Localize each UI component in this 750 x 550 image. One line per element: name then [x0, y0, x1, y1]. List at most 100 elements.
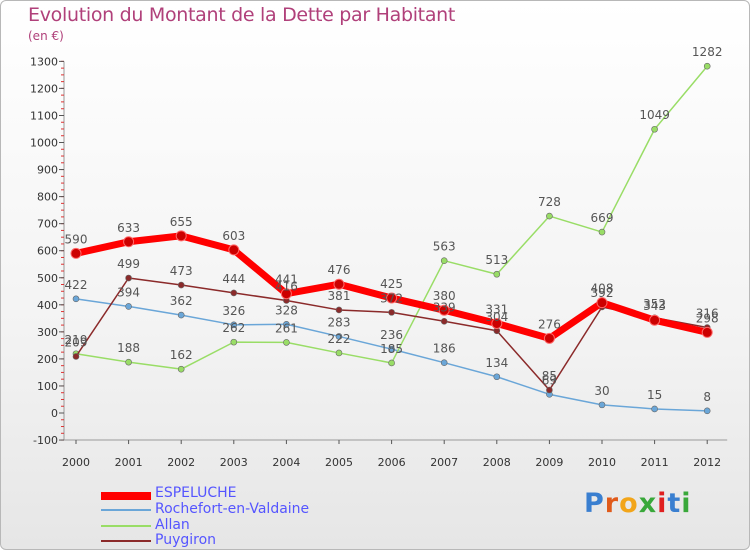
data-point — [175, 230, 187, 242]
data-label: 262 — [222, 321, 245, 335]
data-point — [543, 332, 555, 344]
logo-letter: x — [638, 488, 658, 519]
data-point — [177, 365, 185, 373]
data-label: 236 — [380, 328, 403, 342]
legend-swatch-rochefort — [101, 509, 151, 511]
data-point — [283, 339, 290, 346]
data-label: 1049 — [639, 108, 670, 122]
y-tick-label: 500 — [37, 272, 58, 285]
data-point — [230, 289, 238, 297]
data-label: 186 — [433, 342, 456, 356]
data-label: 590 — [65, 232, 88, 246]
y-tick-label: 0 — [51, 407, 58, 420]
y-tick-label: 1100 — [30, 109, 58, 122]
data-label: 392 — [591, 286, 614, 300]
data-label: 394 — [117, 285, 140, 299]
data-label: 298 — [696, 311, 719, 325]
data-label: 343 — [643, 299, 666, 313]
logo-letter: t — [667, 488, 682, 519]
data-point — [335, 349, 343, 357]
data-point — [230, 338, 238, 346]
logo-letter: i — [657, 488, 668, 519]
x-tick-label: 2011 — [641, 456, 669, 469]
data-label: 30 — [594, 384, 609, 398]
legend-label-espeluche: ESPELUCHE — [155, 485, 237, 501]
data-label: 15 — [647, 388, 662, 402]
y-tick-label: 1200 — [30, 82, 58, 95]
data-label: 69 — [542, 373, 557, 387]
logo-letter: i — [681, 488, 692, 519]
legend-swatch-espeluche — [101, 492, 151, 500]
data-label: 380 — [433, 289, 456, 303]
data-label: 162 — [170, 348, 193, 362]
data-label: 728 — [538, 195, 561, 209]
data-label: 425 — [380, 277, 403, 291]
y-tick-label: 900 — [37, 164, 58, 177]
data-label: 444 — [222, 272, 245, 286]
data-point — [493, 270, 501, 278]
x-tick-label: 2000 — [62, 456, 90, 469]
data-label: 476 — [328, 263, 351, 277]
data-label: 633 — [117, 221, 140, 235]
data-point — [493, 373, 501, 381]
logo-letter: o — [619, 488, 639, 519]
legend-swatch-puygiron — [101, 540, 151, 542]
data-point — [283, 320, 290, 328]
data-point — [125, 303, 132, 310]
x-tick-label: 2002 — [167, 456, 195, 469]
data-label: 276 — [538, 317, 561, 331]
data-point — [386, 292, 398, 304]
data-label: 222 — [328, 332, 351, 346]
x-tick-label: 2005 — [325, 456, 353, 469]
legend-label-puygiron: Puygiron — [155, 532, 217, 548]
x-tick-label: 2007 — [430, 456, 458, 469]
data-label: 8 — [703, 390, 711, 404]
data-point — [596, 297, 608, 309]
data-point — [649, 314, 661, 326]
data-point — [438, 304, 450, 316]
logo-letter: P — [584, 488, 605, 519]
data-point — [491, 317, 503, 329]
data-point — [440, 318, 448, 325]
y-tick-label: -100 — [33, 434, 58, 447]
data-label: 416 — [275, 279, 298, 293]
data-label: 408 — [591, 282, 614, 296]
data-point — [701, 326, 713, 338]
data-point — [440, 257, 448, 265]
data-label: 499 — [117, 257, 140, 271]
data-point — [440, 359, 448, 366]
legend-label-allan: Allan — [155, 517, 190, 533]
x-tick-label: 2006 — [378, 456, 406, 469]
y-tick-label: 1000 — [30, 137, 58, 150]
x-tick-label: 2012 — [693, 456, 721, 469]
data-label: 316 — [696, 307, 719, 321]
data-label: 326 — [222, 304, 245, 318]
data-point — [388, 309, 395, 316]
data-point — [651, 405, 658, 413]
data-label: 209 — [65, 335, 88, 349]
data-point — [70, 247, 82, 259]
y-tick-label: 100 — [37, 380, 58, 393]
x-tick-label: 2009 — [535, 456, 563, 469]
data-point — [177, 311, 185, 319]
data-label: 331 — [485, 302, 508, 316]
legend-label-rochefort: Rochefort-en-Valdaine — [155, 501, 310, 517]
data-point — [546, 386, 553, 394]
data-label: 473 — [170, 264, 193, 278]
data-label: 362 — [170, 294, 193, 308]
data-point — [123, 236, 135, 248]
data-label: 669 — [591, 211, 614, 225]
data-label: 563 — [433, 240, 456, 254]
y-tick-label: 1300 — [30, 55, 58, 68]
data-label: 352 — [643, 297, 666, 311]
chart-title: Evolution du Montant de la Dette par Hab… — [28, 4, 456, 26]
data-point — [598, 228, 606, 236]
data-label: 422 — [65, 278, 88, 292]
data-label: 85 — [542, 369, 557, 383]
data-label: 328 — [275, 303, 298, 317]
data-point — [228, 244, 240, 256]
proxiti-logo: Proxiti — [584, 488, 692, 519]
legend-swatch-allan — [101, 525, 151, 527]
